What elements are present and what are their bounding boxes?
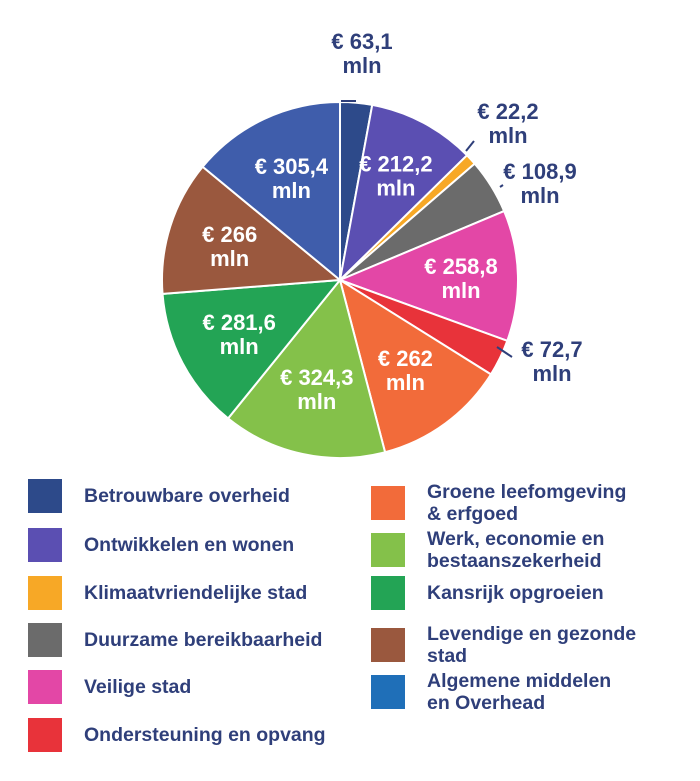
pie-slice-groene-leefomgeving-erfgoed	[338, 277, 493, 454]
slice-labels: € 63,1 mln€ 212,2 mln€ 22,2 mln€ 108,9 mln€ …	[202, 29, 582, 414]
slice-value-label: € 22,2 mln	[477, 99, 538, 148]
pie-slice-werk-economie-en-bestaanszekerheid	[226, 277, 387, 459]
slice-value-label: € 212,2 mln	[359, 152, 432, 201]
leader-line	[499, 184, 504, 188]
slice-value-label: € 72,7 mln	[521, 337, 582, 386]
slice-value-label: € 63,1 mln	[331, 29, 392, 78]
slice-value-label: € 108,9 mln	[503, 159, 576, 208]
pie-slice-ontwikkelen-en-wonen	[338, 103, 469, 283]
slice-value-label: € 305,4 mln	[255, 154, 329, 203]
slice-value-label: € 281,6 mln	[202, 310, 275, 359]
leader-line	[465, 140, 475, 152]
pie-slice-algemene-middelen-en-overhead	[201, 100, 341, 283]
leader-lines	[341, 100, 513, 358]
slice-value-label: € 324,3 mln	[280, 365, 353, 414]
pie-slice-levendige-en-gezonde-stad	[161, 165, 343, 295]
pie-slices	[161, 100, 519, 459]
pie-slice-veilige-stad	[337, 209, 519, 343]
slice-value-label: € 266 mln	[202, 222, 257, 271]
leader-line	[496, 346, 513, 358]
pie-slice-kansrijk-opgroeien	[161, 278, 343, 420]
slice-value-label: € 262 mln	[378, 346, 433, 395]
slice-value-label: € 258,8 mln	[424, 254, 497, 303]
